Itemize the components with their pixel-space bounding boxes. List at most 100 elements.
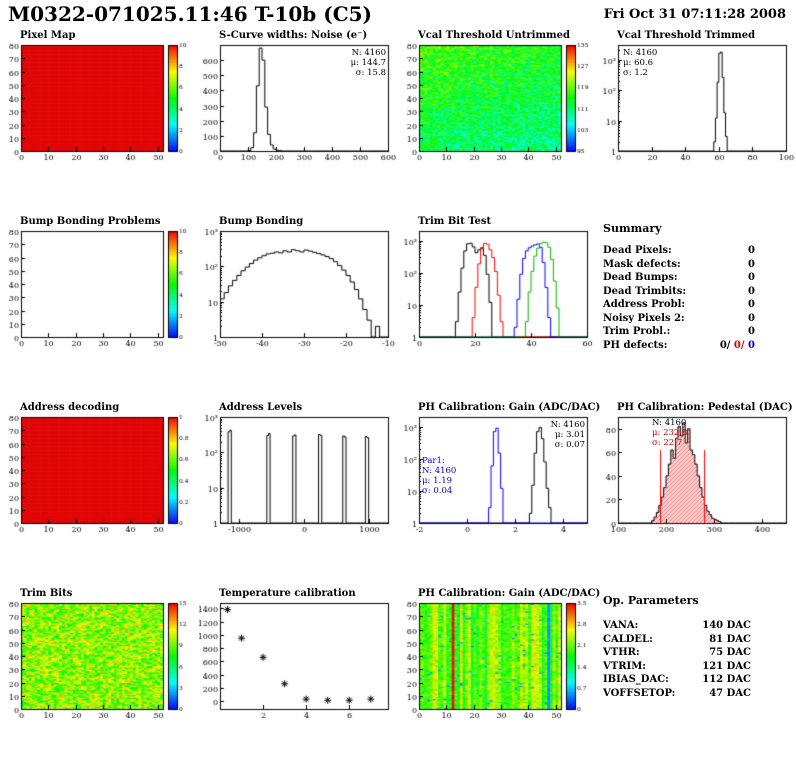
panel-vcal-trimmed: Vcal Threshold Trimmed N: 4160 μ: 60.6 σ… [597,28,796,214]
op-parameter-row: VTHR: 75 DAC [603,646,751,660]
stats-box: N: 4160 μ: 3.01 σ: 0.07 [551,420,585,450]
plot-title: Pixel Map [20,30,76,41]
address-decoding-heatmap [0,414,199,538]
op-parameter-row: IBIAS_DAC: 112 DAC [603,673,751,687]
summary-label: Address Probl: [603,299,686,310]
summary-value: 0 [748,272,755,283]
summary-row: Trim Probl.: 0 [603,325,755,339]
op-parameter-value: 121 DAC [702,660,751,672]
op-parameter-value: 112 DAC [702,674,751,685]
stats-line: σ: 0.04 [422,486,453,496]
stats-line: μ: 144.7 [350,58,386,68]
panel-trim-bit-test: Trim Bit Test [398,214,597,400]
summary-label: PH defects: [603,339,668,351]
op-parameter-value: 140 DAC [702,620,751,631]
panel-summary: Summary Dead Pixels: 0 Mask defects: 0 D… [597,214,796,400]
summary-label: Trim Probl.: [603,326,671,337]
summary-label: Dead Trimbits: [603,285,687,297]
summary-ph-defects-values: 0/ 0/ 0 [720,339,755,353]
summary-row: Dead Trimbits: 0 [603,285,755,299]
trim-bits-heatmap [0,600,199,724]
op-parameter-label: CALDEL: [603,633,653,645]
op-parameter-label: IBIAS_DAC: [603,674,669,685]
panel-ph-gain-hist: PH Calibration: Gain (ADC/DAC) N: 4160 μ… [398,400,601,586]
summary-row: Noisy Pixels 2: 0 [603,312,755,326]
stats-box: N: 4160 μ: 60.6 σ: 1.2 [623,48,657,78]
vcal-untrimmed-heatmap [398,42,597,166]
summary-label: Dead Pixels: [603,245,672,256]
pixel-map-heatmap [0,42,199,166]
timestamp: Fri Oct 31 07:11:28 2008 [603,7,786,22]
stats-line: μ: 1.19 [422,476,453,486]
summary-row: Dead Pixels: 0 [603,244,755,258]
stats-box: N: 4160 μ: 144.7 σ: 15.8 [351,48,386,78]
stats-line: σ: 1.2 [623,68,648,78]
op-parameter-value: 47 DAC [709,687,751,699]
plot-grid: Pixel Map S-Curve widths: Noise (e⁻) N: … [0,28,796,772]
op-parameter-value: 75 DAC [709,647,751,658]
op-parameter-label: VTRIM: [603,660,646,672]
plot-title: Temperature calibration [219,588,356,599]
plot-title: Vcal Threshold Untrimmed [418,30,570,41]
summary-row: Mask defects: 0 [603,258,755,272]
summary-label: Noisy Pixels 2: [603,312,685,324]
plot-title: Bump Bonding Problems [20,216,161,227]
op-parameter-row: CALDEL: 81 DAC [603,633,751,647]
op-parameter-label: VOFFSETOP: [603,687,676,699]
ph-defects-value-3: 0 [748,339,755,351]
op-parameter-value: 81 DAC [709,633,751,645]
plot-title: PH Calibration: Gain (ADC/DAC) [418,402,601,413]
stats-line: μ: 232.8 [652,428,688,438]
trim-bit-test-histograms [398,228,597,352]
panel-address-decoding: Address decoding [0,400,199,586]
summary-row-ph-defects: PH defects: 0/ 0/ 0 [603,339,755,353]
op-parameter-row: VTRIM: 121 DAC [603,660,751,674]
plot-title: Address decoding [20,402,120,413]
plot-title: S-Curve widths: Noise (e⁻) [219,30,368,41]
temperature-calibration-scatter [199,600,398,724]
summary-value: 0 [748,312,755,324]
plot-title: PH Calibration: Pedestal (DAC) [617,402,793,413]
panel-temperature-calibration: Temperature calibration [199,586,398,772]
summary-value: 0 [748,258,755,270]
plot-title: Vcal Threshold Trimmed [617,30,756,41]
ph-gain-histograms [398,414,597,538]
panel-bump-bonding-problems: Bump Bonding Problems [0,214,199,400]
summary-label: Dead Bumps: [603,272,678,283]
panel-address-levels: Address Levels [199,400,398,586]
summary-row: Dead Bumps: 0 [603,271,755,285]
summary-title: Summary [603,222,662,235]
op-parameter-row: VOFFSETOP: 47 DAC [603,687,751,701]
plot-title: Trim Bit Test [418,216,492,227]
summary-value: 0 [748,299,755,310]
summary-row: Address Probl: 0 [603,298,755,312]
summary-value: 0 [748,285,755,297]
page-title: M0322-071025.11:46 T-10b (C5) [8,2,372,26]
panel-pixel-map: Pixel Map [0,28,199,214]
ph-gain-heatmap [398,600,597,724]
panel-vcal-untrimmed: Vcal Threshold Untrimmed [398,28,597,214]
stats-line: N: 4160 [422,466,457,476]
plot-title: Trim Bits [20,588,73,599]
stats-line: σ: 0.07 [554,440,585,450]
panel-ph-gain-map: PH Calibration: Gain (ADC/DAC) [398,586,601,772]
stats-line: N: 4160 [351,48,386,58]
stats-line: N: 4160 [652,418,687,428]
ph-pedestal-histogram [597,414,796,538]
stats-line: μ: 3.01 [554,430,585,440]
panel-scurve-noise: S-Curve widths: Noise (e⁻) N: 4160 μ: 14… [199,28,398,214]
op-parameter-label: VTHR: [603,647,640,658]
plot-title: Address Levels [219,402,303,413]
stats-line: N: 4160 [623,48,658,58]
panel-ph-pedestal: PH Calibration: Pedestal (DAC) N: 4160 μ… [597,400,796,586]
plot-title: Bump Bonding [219,216,304,227]
stats-line: σ: 15.8 [355,68,386,78]
summary-label: Mask defects: [603,258,681,270]
op-parameters-title: Op. Parameters [603,594,699,607]
plot-title: PH Calibration: Gain (ADC/DAC) [418,588,601,599]
ph-defects-value-1: 0/ [719,339,731,351]
panel-op-parameters: Op. Parameters VANA: 140 DAC CALDEL: 81 … [597,586,796,772]
op-parameter-row: VANA: 140 DAC [603,619,751,633]
ph-defects-value-2: 0/ [733,339,745,351]
